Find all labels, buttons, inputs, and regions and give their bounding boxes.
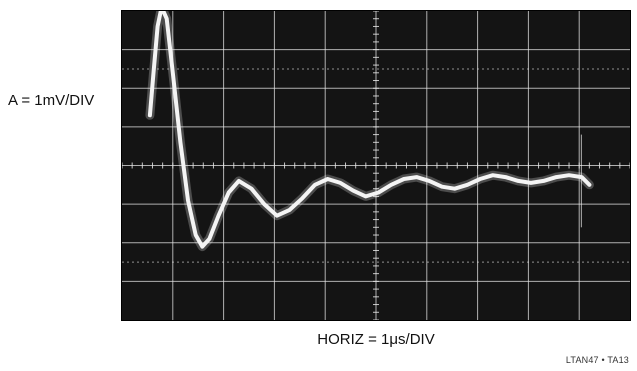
oscilloscope-plot — [122, 11, 630, 320]
figure-id: LTAN47 • TA13 — [565, 355, 629, 365]
signal-trace — [147, 11, 592, 249]
vertical-scale-label: A = 1mV/DIV — [8, 92, 95, 109]
oscilloscope-screen — [121, 10, 631, 321]
horizontal-scale-label: HORIZ = 1μs/DIV — [317, 331, 435, 348]
trace-glow — [145, 11, 594, 252]
